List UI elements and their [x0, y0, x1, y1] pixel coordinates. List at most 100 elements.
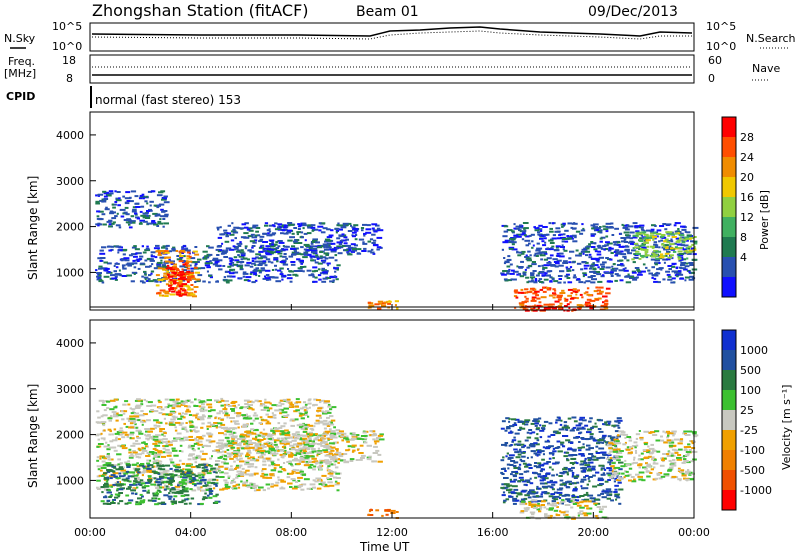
- range-gate-cell: [176, 405, 182, 408]
- range-gate-cell: [293, 242, 299, 244]
- range-gate-cell: [334, 483, 340, 486]
- range-gate-cell: [502, 501, 506, 504]
- range-gate-cell: [259, 431, 263, 434]
- range-gate-cell: [313, 398, 318, 401]
- range-gate-cell: [302, 450, 308, 453]
- range-gate-cell: [501, 494, 506, 497]
- range-gate-cell: [310, 224, 316, 227]
- range-gate-cell: [594, 242, 597, 245]
- range-gate-cell: [254, 417, 259, 420]
- range-gate-cell: [128, 455, 135, 458]
- range-gate-cell: [622, 255, 627, 258]
- range-gate-cell: [686, 257, 689, 260]
- range-gate-cell: [231, 222, 234, 225]
- range-gate-cell: [181, 426, 187, 429]
- range-gate-cell: [511, 485, 518, 488]
- range-gate-cell: [687, 247, 691, 250]
- range-gate-cell: [125, 221, 131, 224]
- range-gate-cell: [636, 273, 643, 276]
- range-gate-cell: [161, 197, 165, 199]
- range-gate-cell: [679, 231, 682, 233]
- range-gate-cell: [622, 268, 626, 271]
- range-gate-cell: [589, 307, 594, 310]
- range-gate-cell: [134, 248, 140, 251]
- range-gate-cell: [517, 440, 522, 443]
- range-gate-cell: [161, 210, 166, 213]
- range-gate-cell: [518, 266, 523, 269]
- range-gate-cell: [341, 434, 344, 437]
- range-gate-cell: [296, 462, 301, 465]
- range-gate-cell: [582, 469, 586, 472]
- range-gate-cell: [98, 265, 103, 268]
- range-gate-cell: [526, 281, 530, 284]
- range-gate-cell: [202, 444, 208, 447]
- range-gate-cell: [267, 487, 271, 490]
- range-gate-cell: [228, 248, 235, 251]
- freq-label-line1: Freq.: [8, 55, 35, 68]
- range-gate-cell: [240, 254, 246, 257]
- range-gate-cell: [153, 497, 156, 500]
- range-gate-cell: [142, 212, 148, 215]
- range-gate-cell: [188, 420, 193, 423]
- range-gate-cell: [290, 401, 293, 404]
- range-gate-cell: [220, 399, 225, 402]
- range-gate-cell: [326, 236, 333, 239]
- range-gate-cell: [560, 236, 566, 239]
- range-gate-cell: [595, 471, 600, 474]
- range-gate-cell: [318, 229, 322, 232]
- range-gate-cell: [147, 433, 151, 436]
- range-gate-cell: [583, 462, 588, 464]
- range-gate-cell: [517, 254, 522, 257]
- range-gate-cell: [206, 254, 211, 257]
- range-gate-cell: [557, 255, 560, 257]
- range-gate-cell: [135, 501, 139, 504]
- range-gate-cell: [567, 281, 573, 284]
- range-gate-cell: [155, 421, 161, 424]
- range-gate-cell: [626, 259, 630, 262]
- range-gate-cell: [377, 460, 383, 463]
- range-gate-cell: [330, 239, 334, 242]
- range-gate-cell: [303, 439, 309, 442]
- range-gate-cell: [566, 269, 572, 272]
- range-gate-cell: [125, 464, 131, 467]
- range-gate-cell: [552, 457, 555, 460]
- range-gate-cell: [228, 272, 235, 275]
- range-gate-cell: [237, 265, 243, 268]
- range-gate-cell: [142, 489, 147, 492]
- range-gate-cell: [353, 244, 358, 247]
- range-gate-cell: [237, 486, 241, 489]
- range-gate-cell: [299, 261, 304, 264]
- range-gate-cell: [139, 484, 143, 486]
- range-gate-cell: [350, 224, 353, 227]
- range-gate-cell: [232, 451, 239, 453]
- range-gate-cell: [318, 479, 321, 482]
- range-gate-cell: [582, 252, 585, 255]
- range-gate-cell: [157, 222, 163, 225]
- range-gate-cell: [610, 272, 614, 275]
- range-gate-cell: [681, 228, 687, 231]
- range-gate-cell: [232, 231, 239, 234]
- range-gate-cell: [194, 456, 199, 459]
- range-gate-cell: [212, 259, 217, 262]
- range-gate-cell: [274, 222, 278, 225]
- range-gate-cell: [202, 484, 208, 487]
- range-gate-cell: [521, 238, 525, 241]
- range-gate-cell: [165, 256, 171, 259]
- range-gate-cell: [148, 430, 153, 433]
- range-gate-cell: [568, 257, 572, 260]
- range-gate-cell: [631, 270, 636, 273]
- range-gate-cell: [231, 487, 234, 489]
- range-gate-cell: [614, 493, 620, 496]
- range-gate-cell: [360, 454, 366, 457]
- range-gate-cell: [182, 474, 189, 477]
- range-gate-cell: [580, 229, 586, 232]
- range-gate-cell: [378, 302, 383, 305]
- range-gate-cell: [242, 271, 247, 274]
- range-gate-cell: [350, 438, 357, 440]
- range-gate-cell: [270, 428, 273, 431]
- range-gate-cell: [607, 461, 613, 464]
- nave-tick-bottom: 0: [708, 72, 715, 85]
- range-gate-cell: [595, 452, 601, 454]
- range-gate-cell: [129, 471, 136, 474]
- range-gate-cell: [179, 252, 182, 255]
